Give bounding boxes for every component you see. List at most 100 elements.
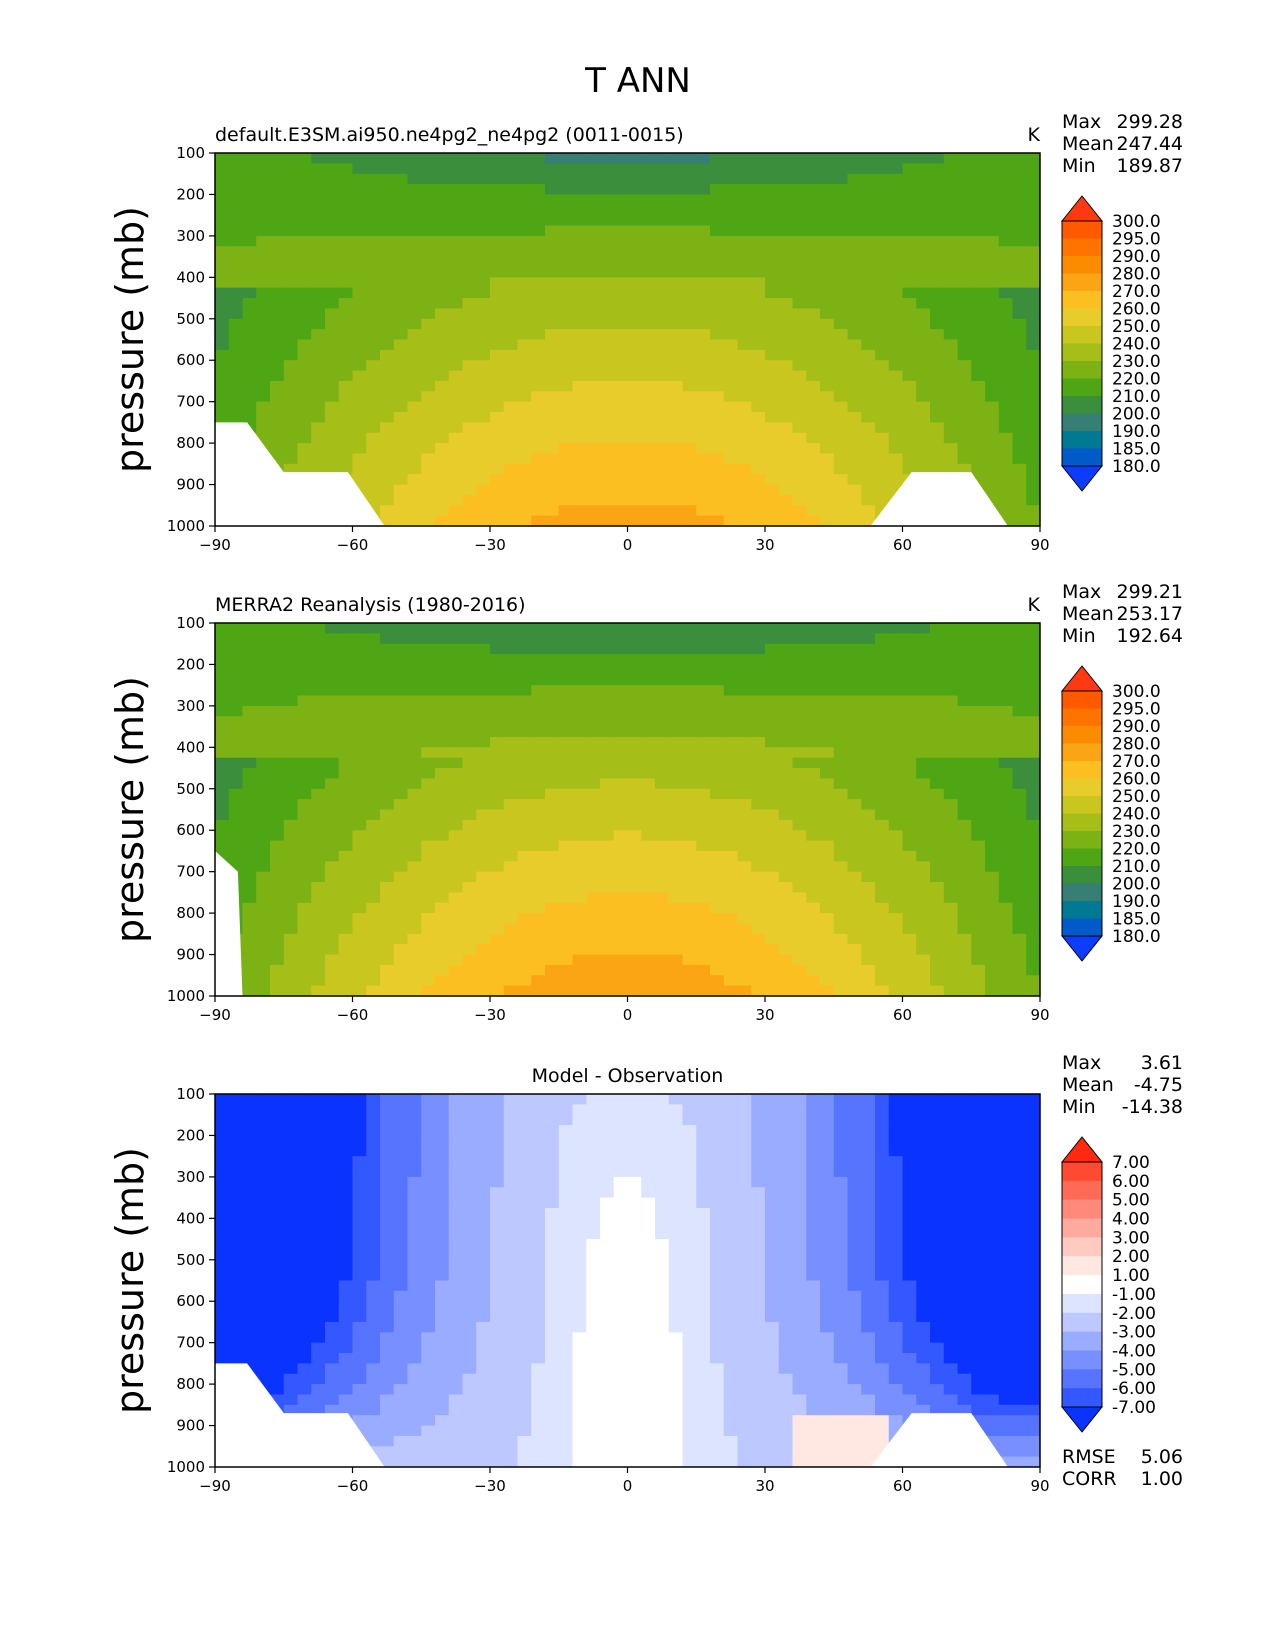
contour-cell [833, 308, 849, 320]
contour-cell [668, 654, 684, 666]
contour-cell [998, 902, 1014, 914]
contour-cell [421, 277, 436, 289]
contour-cell [242, 768, 257, 780]
contour-cell [696, 705, 711, 717]
contour-cell [668, 308, 684, 320]
contour-cell [943, 277, 959, 289]
contour-cell [352, 1166, 367, 1178]
contour-cell [393, 933, 409, 945]
contour-cell [668, 685, 684, 697]
contour-cell [655, 778, 670, 790]
contour-cell [627, 809, 642, 821]
contour-cell [737, 768, 752, 780]
contour-cell [297, 1197, 312, 1209]
contour-cell [380, 726, 395, 738]
contour-cell [352, 153, 367, 164]
contour-cell [847, 933, 862, 945]
contour-cell [462, 747, 477, 759]
contour-cell [325, 298, 340, 310]
contour-cell [613, 391, 629, 403]
contour-cell [902, 153, 917, 164]
contour-cell [820, 975, 835, 987]
contour-cell [820, 716, 835, 728]
contour-cell [366, 494, 381, 506]
contour-cell [710, 830, 725, 842]
contour-cell [613, 944, 629, 956]
contour-cell [600, 685, 615, 697]
contour-cell [930, 902, 945, 914]
contour-cell [668, 809, 684, 821]
contour-cell [710, 933, 725, 945]
contour-cell [503, 902, 519, 914]
contour-cell [820, 256, 835, 268]
contour-cell [998, 716, 1014, 728]
contour-cell [1026, 747, 1040, 759]
contour-cell [875, 194, 890, 206]
contour-cell [737, 287, 752, 299]
contour-cell [641, 277, 656, 289]
contour-cell [558, 975, 574, 987]
contour-cell [737, 944, 752, 956]
contour-cell [778, 484, 794, 496]
contour-cell [1012, 695, 1027, 707]
contour-cell [916, 266, 931, 278]
contour-cell [1012, 246, 1027, 258]
contour-cell [778, 654, 794, 666]
contour-cell [957, 809, 972, 821]
contour-cell [531, 726, 546, 738]
contour-cell [861, 225, 876, 237]
contour-cell [325, 1321, 340, 1333]
contour-cell [366, 685, 381, 697]
contour-cell [710, 401, 725, 413]
contour-cell [765, 654, 780, 666]
contour-cell [792, 954, 807, 966]
contour-cell [833, 443, 849, 455]
contour-cell [696, 840, 711, 852]
contour-cell [820, 163, 835, 175]
contour-cell [325, 329, 340, 341]
contour-cell [861, 256, 876, 268]
contour-cell [380, 944, 395, 956]
contour-cell [366, 1425, 381, 1437]
contour-cell [228, 1207, 244, 1219]
contour-cell [902, 163, 917, 175]
contour-cell [668, 623, 684, 634]
contour-cell [338, 1249, 354, 1261]
contour-cell [380, 329, 395, 341]
contour-cell [916, 246, 931, 258]
contour-cell [462, 360, 477, 372]
contour-cell [682, 225, 697, 237]
contour-cell [985, 850, 1000, 862]
contour-cell [751, 173, 766, 185]
contour-cell [256, 695, 271, 707]
contour-cell [737, 318, 752, 330]
contour-cell [668, 882, 684, 893]
contour-cell [957, 173, 972, 185]
contour-cell [531, 484, 546, 496]
contour-cell [586, 819, 601, 831]
contour-cell [490, 695, 505, 707]
contour-cell [256, 1321, 271, 1333]
contour-cell [682, 287, 697, 299]
contour-cell [228, 246, 244, 258]
contour-cell [861, 788, 876, 800]
contour-cell [641, 985, 656, 996]
contour-cell [256, 391, 271, 403]
contour-cell [696, 194, 711, 206]
contour-cell [338, 1373, 354, 1385]
contour-cell [572, 799, 587, 811]
contour-cell [696, 401, 711, 413]
contour-cell [751, 329, 766, 341]
contour-cell [765, 747, 780, 759]
contour-cell [943, 933, 959, 945]
contour-cell [311, 329, 326, 341]
contour-cell [655, 153, 670, 164]
contour-cell [916, 370, 931, 382]
contour-cell [256, 705, 271, 717]
contour-cell [820, 339, 835, 351]
contour-cell [531, 768, 546, 780]
contour-cell [613, 633, 629, 645]
contour-cell [1026, 840, 1040, 852]
contour-cell [1012, 840, 1027, 852]
contour-cell [572, 453, 587, 465]
